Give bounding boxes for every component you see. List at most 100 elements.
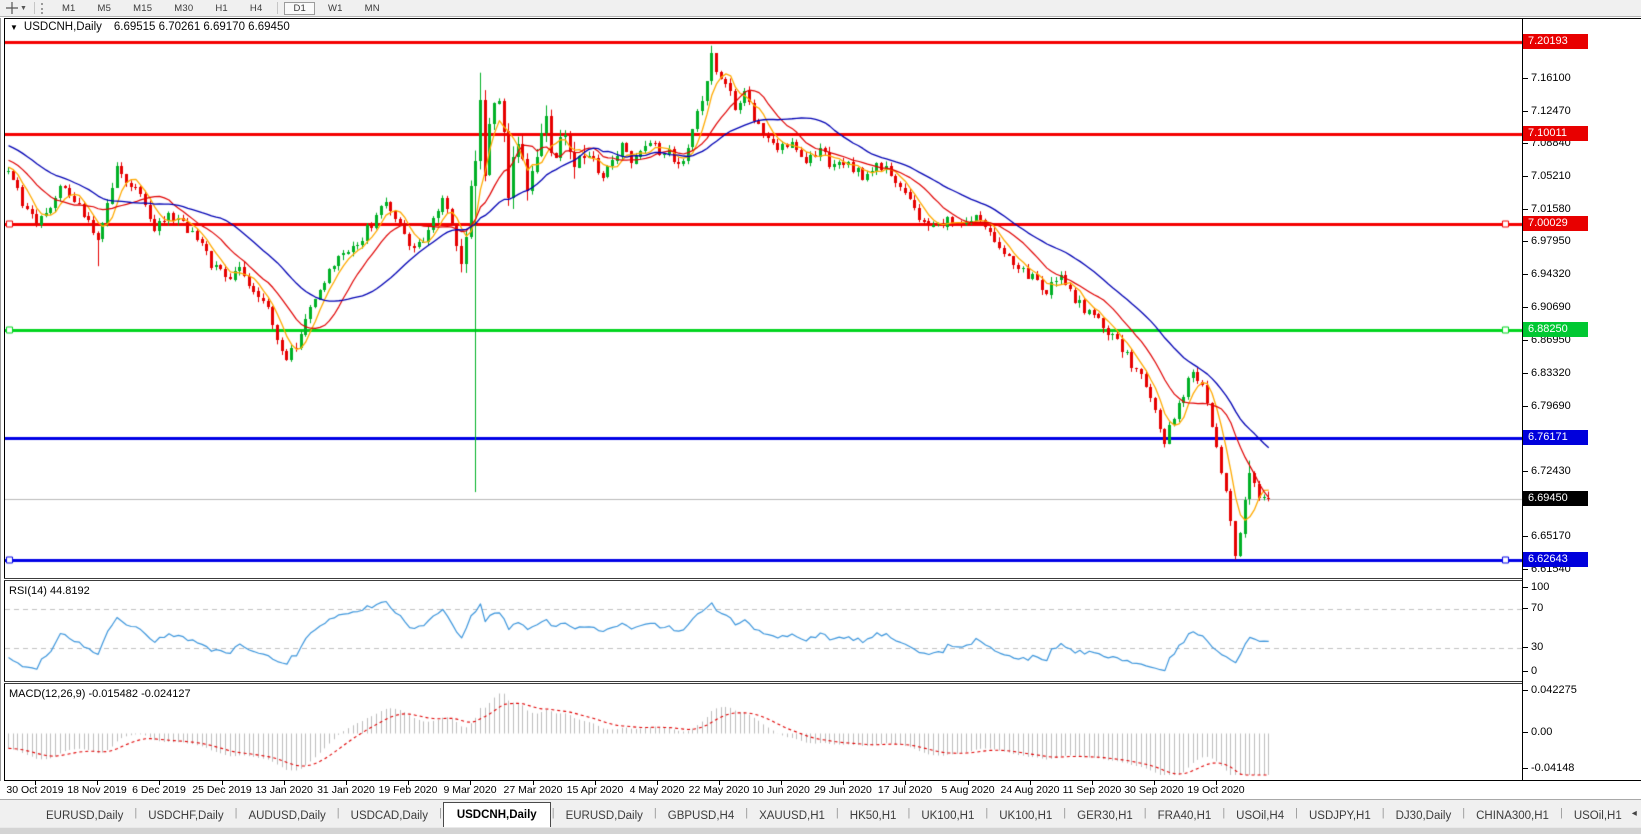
timeframe-button-h4[interactable]: H4 [249, 2, 263, 14]
timeframe-button-m15[interactable]: M15 [133, 2, 153, 14]
indicator-axis-label: -0.04148 [1522, 762, 1575, 774]
tab-scroll-arrows: ◂▸ [1632, 808, 1641, 819]
support-badge: 6.76171 [1523, 430, 1588, 445]
chart-symbol-label: USDCNH,Daily [23, 21, 102, 33]
tab-china300-h1[interactable]: CHINA300,H1 [1476, 810, 1549, 822]
rsi-indicator-canvas[interactable] [5, 581, 1522, 680]
tab-usdcad-daily[interactable]: USDCAD,Daily [350, 810, 428, 822]
price-axis[interactable]: 7.16100 7.12470 7.08840 7.05210 7.01580 6.979… [1522, 18, 1641, 781]
date-label: 9 Mar 2020 [443, 784, 497, 796]
chart-frame-bottom [4, 780, 1641, 781]
tab-ger30-h1[interactable]: GER30,H1 [1077, 810, 1133, 822]
tab-gbpusd-h4[interactable]: GBPUSD,H4 [667, 810, 735, 822]
tab-usdjpy-h1[interactable]: USDJPY,H1 [1308, 810, 1371, 822]
date-label: 13 Jan 2020 [255, 784, 313, 796]
current-price-badge: 6.69450 [1523, 491, 1588, 506]
date-label: 30 Oct 2019 [6, 784, 64, 796]
date-tick-mark [595, 781, 596, 785]
timeframe-button-h1[interactable]: H1 [215, 2, 228, 14]
rsi-panel-splitter[interactable] [4, 578, 1522, 581]
date-label: 15 Apr 2020 [566, 784, 624, 796]
date-label: 19 Feb 2020 [378, 784, 438, 796]
date-label: 25 Dec 2019 [192, 784, 252, 796]
crosshair-icon [6, 2, 18, 14]
date-tick-mark [1154, 781, 1155, 785]
date-tick-mark [905, 781, 906, 785]
date-label: 27 Mar 2020 [503, 784, 563, 796]
tab-divider: | [835, 806, 839, 819]
date-label: 18 Nov 2019 [67, 784, 127, 796]
price-axis-label: 6.72430 [1523, 465, 1571, 477]
date-label: 19 Oct 2020 [1187, 784, 1245, 796]
date-tick-mark [843, 781, 844, 785]
price-axis-label: 6.79690 [1523, 400, 1571, 412]
tab-usoil-h1[interactable]: USOil,H1 [1573, 810, 1622, 822]
tab-uk100-h1[interactable]: UK100,H1 [999, 810, 1053, 822]
top-toolbar: ▼ M1 M5 M15 M30 H1 H4 D1 W1 MN [0, 0, 1641, 17]
tab-eurusd-daily[interactable]: EURUSD,Daily [565, 810, 643, 822]
main-chart-canvas[interactable] [5, 36, 1522, 578]
tab-xauusd-h1[interactable]: XAUUSD,H1 [759, 810, 825, 822]
resistance-badge: 7.10011 [1523, 126, 1588, 141]
tab-divider: | [745, 806, 749, 819]
price-axis-label: 7.16100 [1523, 72, 1571, 84]
tab-divider: | [134, 806, 138, 819]
timeframe-button-w1[interactable]: W1 [327, 2, 343, 14]
date-label: 17 Jul 2020 [877, 784, 933, 796]
date-tick-mark [346, 781, 347, 785]
tab-divider: | [1381, 806, 1385, 819]
timeframe-button-mn[interactable]: MN [364, 2, 380, 14]
chart-frame-top [4, 18, 1641, 19]
tab-uk100-h1[interactable]: UK100,H1 [921, 810, 975, 822]
tab-scroll-left-icon[interactable]: ◂ [1631, 808, 1637, 819]
chart-menu-triangle-icon[interactable]: ▼ [10, 22, 18, 32]
price-axis-label: 7.01580 [1523, 203, 1571, 215]
timeframe-button-m5[interactable]: M5 [97, 2, 112, 14]
date-tick-mark [97, 781, 98, 785]
tab-divider: | [1063, 806, 1067, 819]
macd-indicator-canvas[interactable] [5, 684, 1522, 779]
resistance-badge: 7.20193 [1523, 34, 1588, 49]
indicator-axis-label: 70 [1522, 602, 1544, 614]
price-axis-label: 6.94320 [1523, 268, 1571, 280]
tab-usoil-h4[interactable]: USOil,H4 [1236, 810, 1285, 822]
tab-dj30-daily[interactable]: DJ30,Daily [1395, 810, 1452, 822]
timeframe-button-d1[interactable]: D1 [284, 1, 315, 15]
tab-divider: | [336, 806, 340, 819]
tab-usdchf-daily[interactable]: USDCHF,Daily [148, 810, 224, 822]
date-tick-mark [533, 781, 534, 785]
indicator-axis-label: 0.00 [1522, 726, 1553, 738]
chart-title: ▼ USDCNH,Daily 6.69515 6.70261 6.69170 6… [10, 21, 290, 33]
price-axis-label: 7.05210 [1523, 170, 1571, 182]
date-tick-mark [1030, 781, 1031, 785]
date-tick-mark [1216, 781, 1217, 785]
price-axis-label: 7.12470 [1523, 105, 1571, 117]
tab-divider: | [907, 806, 911, 819]
tab-eurusd-daily[interactable]: EURUSD,Daily [46, 810, 124, 822]
date-label: 11 Sep 2020 [1062, 784, 1122, 796]
tab-usdcnh-daily[interactable]: USDCNH,Daily [442, 802, 551, 827]
tab-divider: | [551, 806, 555, 819]
rsi-label: RSI(14) 44.8192 [9, 585, 90, 597]
date-tick-mark [284, 781, 285, 785]
price-axis-label: 6.65170 [1523, 530, 1571, 542]
support-badge: 6.62643 [1523, 552, 1588, 567]
chart-ohlc-quotes: 6.69515 6.70261 6.69170 6.69450 [113, 21, 290, 33]
resistance-badge: 7.00029 [1523, 216, 1588, 231]
tab-hk50-h1[interactable]: HK50,H1 [849, 810, 897, 822]
indicator-axis-label: 0 [1522, 665, 1538, 677]
indicator-axis-label: 100 [1522, 581, 1550, 593]
toolbar-separator [277, 2, 279, 14]
macd-panel-splitter[interactable] [4, 681, 1522, 684]
tab-divider: | [1559, 806, 1563, 819]
crosshair-tool-button[interactable]: ▼ [3, 2, 30, 14]
chart-frame-left [4, 18, 5, 781]
indicator-axis-label: 30 [1522, 641, 1544, 653]
tab-audusd-daily[interactable]: AUDUSD,Daily [248, 810, 326, 822]
toolbar-grip-handle[interactable] [40, 2, 45, 14]
timeframe-button-m1[interactable]: M1 [61, 2, 76, 14]
tab-divider: | [653, 806, 657, 819]
date-label: 30 Sep 2020 [1124, 784, 1184, 796]
tab-fra40-h1[interactable]: FRA40,H1 [1157, 810, 1212, 822]
timeframe-button-m30[interactable]: M30 [174, 2, 194, 14]
